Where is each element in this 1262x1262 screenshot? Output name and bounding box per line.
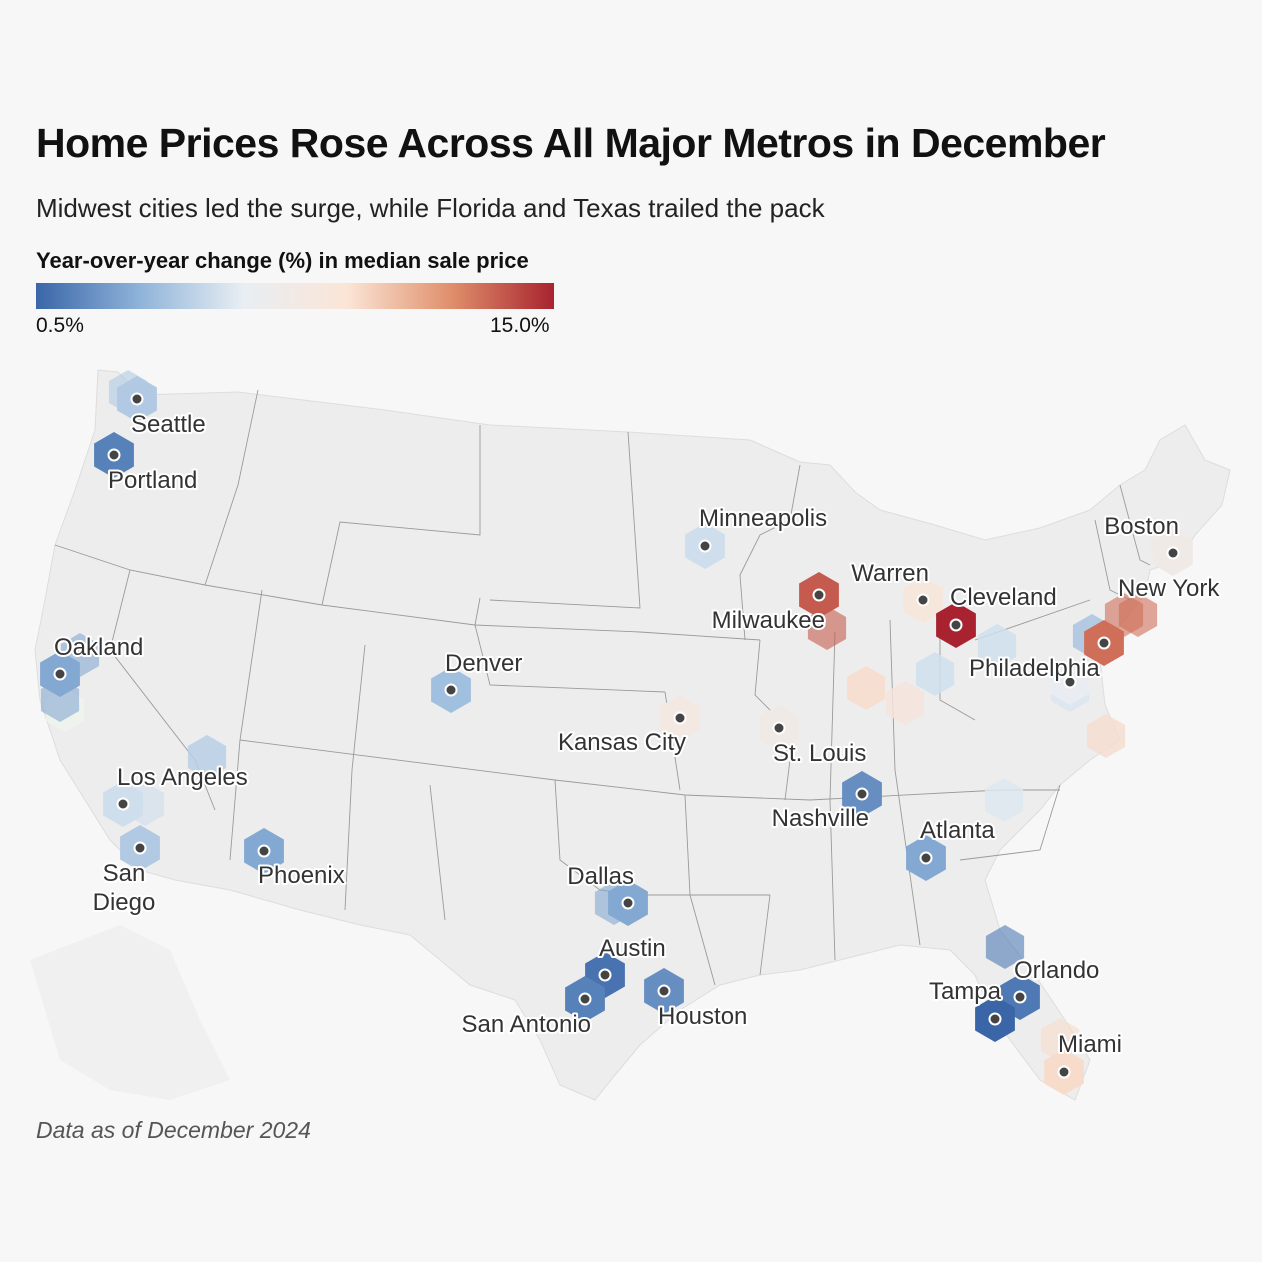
seattle-dot xyxy=(130,392,144,406)
orlando-label: Orlando xyxy=(1014,957,1099,984)
background-hex-1 xyxy=(915,652,955,696)
metro-labels: Seattle Portland Oakland Los Angeles San Dieg… xyxy=(52,409,1222,1060)
new-york-label: New York xyxy=(1118,575,1220,602)
background-hex-2 xyxy=(977,624,1017,668)
denver-dot xyxy=(444,683,458,697)
cleveland-label: Cleveland xyxy=(950,584,1057,611)
tampa-label: Tampa xyxy=(929,978,1002,1005)
st-louis-dot xyxy=(772,721,786,735)
warren-dot xyxy=(916,593,930,607)
dallas-dot xyxy=(621,896,635,910)
alaska-shape xyxy=(30,925,230,1100)
phoenix-dot xyxy=(257,844,271,858)
legend-min-label: 0.5% xyxy=(36,314,84,337)
miami-dot xyxy=(1057,1065,1071,1079)
nashville-dot xyxy=(855,787,869,801)
boston-label: Boston xyxy=(1104,513,1179,540)
background-hex-5 xyxy=(1086,714,1126,758)
los-angeles-dot xyxy=(116,797,130,811)
background-hex-0 xyxy=(187,735,227,779)
phoenix-label: Phoenix xyxy=(258,862,345,889)
atlanta-dot xyxy=(919,851,933,865)
page-title: Home Prices Rose Across All Major Metros… xyxy=(36,120,1106,166)
minneapolis-label: Minneapolis xyxy=(699,505,827,532)
minneapolis-dot xyxy=(698,539,712,553)
houston-label: Houston xyxy=(658,1003,747,1030)
legend-color-bar xyxy=(36,283,554,309)
orlando-extra-hex-0 xyxy=(985,925,1025,969)
portland-dot xyxy=(107,448,121,462)
metro-dots xyxy=(53,392,1180,1079)
dallas-label: Dallas xyxy=(567,863,634,890)
austin-dot xyxy=(598,968,612,982)
background-hex-3 xyxy=(846,666,886,710)
footnote: Data as of December 2024 xyxy=(36,1117,311,1143)
houston-dot xyxy=(657,984,671,998)
seattle-label: Seattle xyxy=(131,411,206,438)
denver-label: Denver xyxy=(445,650,522,677)
page-subtitle: Midwest cities led the surge, while Flor… xyxy=(36,193,825,223)
boston-dot xyxy=(1166,546,1180,560)
background-hex-4 xyxy=(885,681,925,725)
san-diego-dot xyxy=(133,841,147,855)
cleveland-dot xyxy=(949,618,963,632)
portland-label: Portland xyxy=(108,467,197,494)
kansas-city-label: Kansas City xyxy=(558,729,686,756)
new-york-dot xyxy=(1097,636,1111,650)
san-antonio-dot xyxy=(578,992,592,1006)
new-york-extra-hex-1 xyxy=(1118,593,1158,637)
austin-label: Austin xyxy=(599,935,666,962)
oakland-label: Oakland xyxy=(54,634,143,661)
los-angeles-label: Los Angeles xyxy=(117,764,248,791)
legend-max-label: 15.0% xyxy=(490,314,550,337)
philadelphia-label: Philadelphia xyxy=(969,655,1100,682)
philadelphia-dot xyxy=(1063,675,1077,689)
legend-title: Year-over-year change (%) in median sale… xyxy=(36,248,529,273)
background-hex-6 xyxy=(984,778,1024,822)
san-diego-label: San Diego xyxy=(93,860,156,916)
oakland-dot xyxy=(53,667,67,681)
miami-label: Miami xyxy=(1058,1031,1122,1058)
tampa-dot xyxy=(988,1012,1002,1026)
nashville-label: Nashville xyxy=(772,805,869,832)
miami-extra-hex-0 xyxy=(1040,1018,1080,1062)
warren-label: Warren xyxy=(851,560,929,587)
orlando-dot xyxy=(1013,990,1027,1004)
kansas-city-dot xyxy=(673,711,687,725)
san-antonio-label: San Antonio xyxy=(462,1011,591,1038)
milwaukee-label: Milwaukee xyxy=(712,607,825,634)
milwaukee-dot xyxy=(812,588,826,602)
st-louis-label: St. Louis xyxy=(773,740,866,767)
atlanta-label: Atlanta xyxy=(920,817,995,844)
